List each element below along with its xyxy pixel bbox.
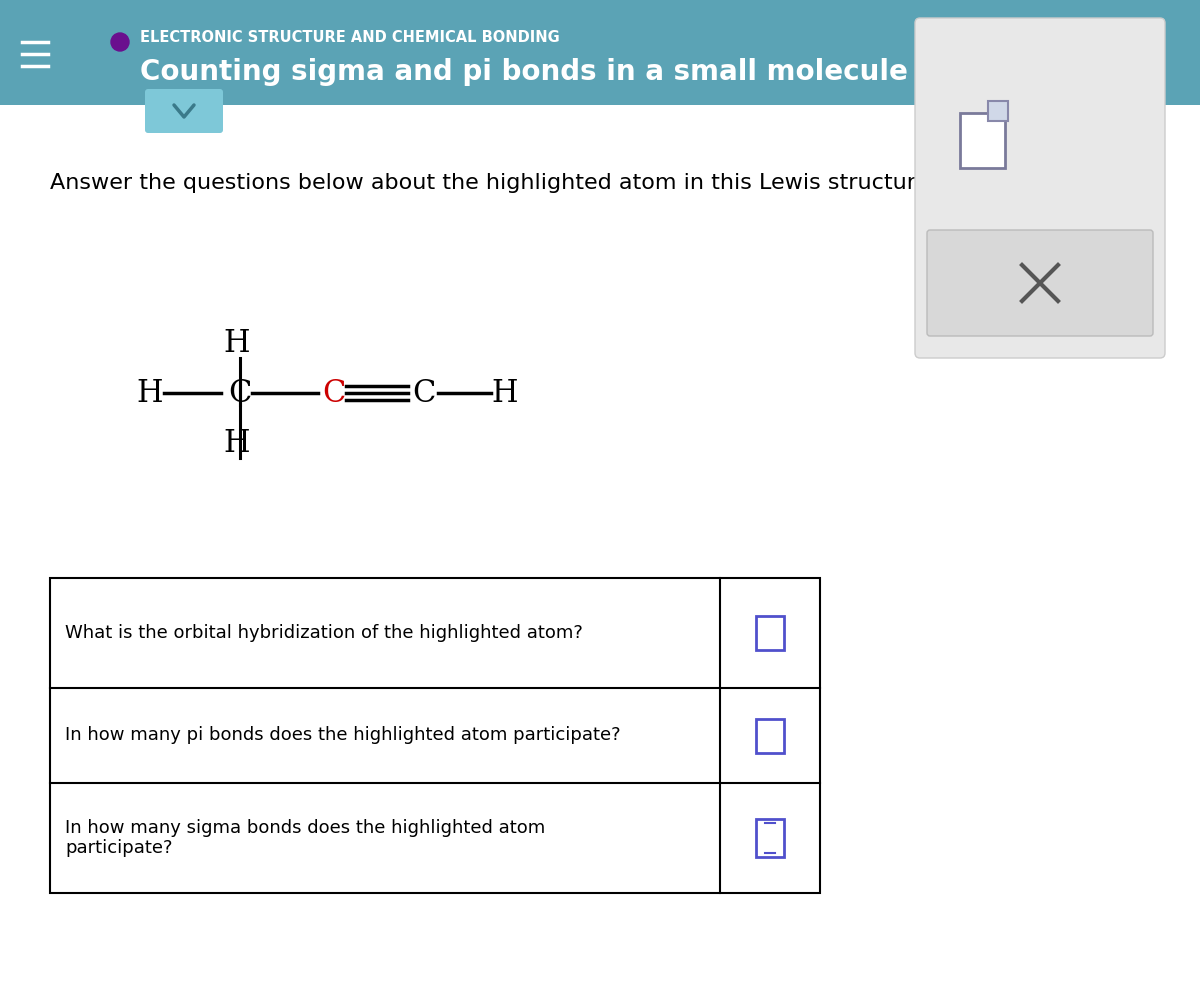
Bar xyxy=(960,113,1006,168)
Text: H: H xyxy=(137,377,163,408)
Bar xyxy=(756,719,784,753)
Text: C: C xyxy=(413,377,436,408)
Text: In how many sigma bonds does the highlighted atom
participate?: In how many sigma bonds does the highlig… xyxy=(65,818,545,857)
Text: What is the orbital hybridization of the highlighted atom?: What is the orbital hybridization of the… xyxy=(65,624,583,642)
Text: C: C xyxy=(323,377,346,408)
Text: C: C xyxy=(228,377,252,408)
Text: H: H xyxy=(492,377,518,408)
Bar xyxy=(756,819,784,857)
Circle shape xyxy=(112,33,130,51)
FancyBboxPatch shape xyxy=(928,230,1153,336)
Text: In how many pi bonds does the highlighted atom participate?: In how many pi bonds does the highlighte… xyxy=(65,727,620,745)
Bar xyxy=(50,578,820,893)
Text: Counting sigma and pi bonds in a small molecule: Counting sigma and pi bonds in a small m… xyxy=(140,58,908,86)
Bar xyxy=(988,101,1008,121)
Text: H: H xyxy=(223,328,251,358)
FancyBboxPatch shape xyxy=(145,89,223,133)
Text: ELECTRONIC STRUCTURE AND CHEMICAL BONDING: ELECTRONIC STRUCTURE AND CHEMICAL BONDIN… xyxy=(140,31,559,46)
Bar xyxy=(0,0,1200,105)
Text: Answer the questions below about the highlighted atom in this Lewis structure:: Answer the questions below about the hig… xyxy=(50,173,937,193)
Bar xyxy=(756,616,784,650)
FancyBboxPatch shape xyxy=(916,18,1165,358)
Text: H: H xyxy=(223,428,251,459)
